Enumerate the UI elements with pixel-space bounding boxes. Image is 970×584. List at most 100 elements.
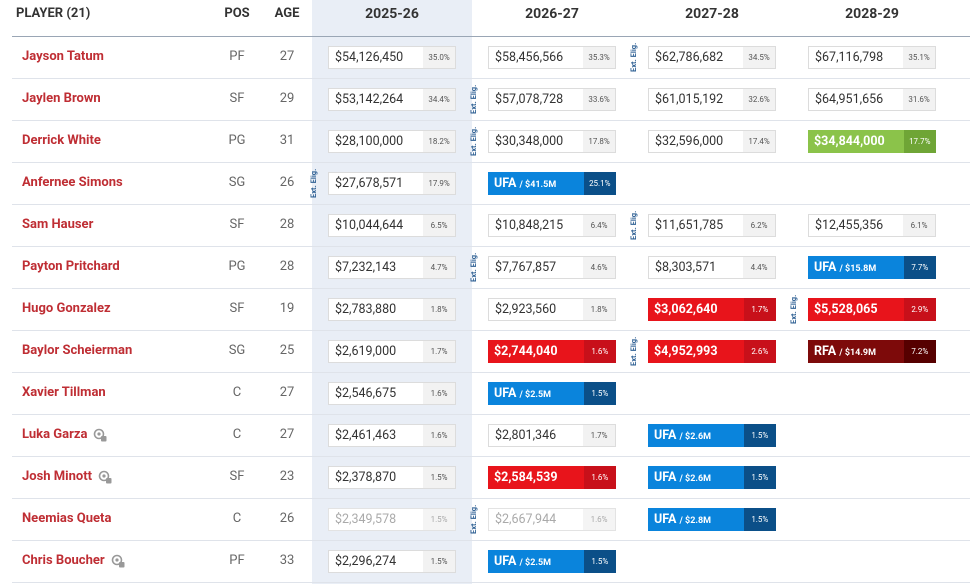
salary-amount: $28,100,000 [335, 134, 404, 149]
salary-amount: $61,015,192 [655, 92, 724, 107]
row-divider [12, 540, 970, 541]
salary-cell: $7,232,143 4.7% [328, 256, 456, 279]
player-name[interactable]: Payton Pritchard [22, 259, 120, 274]
cap-percent: 1.5% [743, 424, 776, 447]
cap-hold: / $2.6M [679, 474, 712, 484]
cap-percent: 33.6% [583, 89, 615, 110]
salary-cell: $4,952,993 2.6% [648, 340, 776, 363]
salary-amount: $8,303,571 [655, 260, 717, 275]
row-divider [12, 162, 970, 163]
player-name[interactable]: Xavier Tillman [22, 385, 106, 400]
salary-amount: $34,844,000 [808, 130, 904, 153]
extension-eligible: Ext. Elig. [469, 252, 478, 282]
free-agent-tag: UFA [654, 470, 677, 485]
salary-amount: $7,767,857 [495, 260, 557, 275]
player-name[interactable]: Chris Boucher [22, 553, 105, 568]
icon-glyph [111, 554, 125, 568]
cap-percent: 1.7% [583, 425, 615, 446]
player-name[interactable]: Jaylen Brown [22, 91, 101, 106]
row-divider [12, 204, 970, 205]
salary-amount: $5,528,065 [808, 298, 904, 321]
salary-amount: $30,348,000 [495, 134, 564, 149]
header-season: 2028-29 [845, 6, 899, 22]
player-name[interactable]: Neemias Queta [22, 511, 112, 526]
header-player: PLAYER (21) [16, 6, 91, 21]
row-divider [12, 246, 970, 247]
salary-cell: $32,596,000 17.4% [648, 130, 776, 153]
salary-cell: UFA / $2.5M 1.5% [488, 382, 616, 405]
salary-cell: UFA / $15.8M 7.7% [808, 256, 936, 279]
player-name[interactable]: Josh Minott [22, 469, 93, 484]
extension-eligible: Ext. Elig. [789, 294, 798, 324]
player-pos: SF [229, 217, 245, 232]
salary-amount: $2,744,040 [488, 340, 584, 363]
salary-cell: $53,142,264 34.4% [328, 88, 456, 111]
salary-cell: $11,651,785 6.2% [648, 214, 776, 237]
salary-amount: $2,546,675 [335, 386, 397, 401]
player-pos: SG [228, 343, 246, 358]
row-divider [12, 330, 970, 331]
salary-amount: $7,232,143 [335, 260, 397, 275]
cap-percent: 18.2% [423, 131, 455, 152]
player-name[interactable]: Derrick White [22, 133, 101, 148]
row-divider [12, 372, 970, 373]
salary-amount: $2,584,539 [488, 466, 584, 489]
salary-amount: UFA / $2.6M [648, 424, 744, 447]
salary-cell: $61,015,192 32.6% [648, 88, 776, 111]
salary-cell: $2,378,870 1.5% [328, 466, 456, 489]
extension-eligible: Ext. Elig. [629, 42, 638, 72]
salary-amount: UFA / $2.5M [488, 382, 584, 405]
player-name[interactable]: Jayson Tatum [22, 49, 104, 64]
player-name[interactable]: Luka Garza [22, 427, 88, 442]
salary-amount: $3,062,640 [648, 298, 744, 321]
free-agent-tag: UFA [654, 428, 677, 443]
salary-cell: $2,744,040 1.6% [488, 340, 616, 363]
cap-percent: 4.7% [423, 257, 455, 278]
salary-amount: $54,126,450 [335, 50, 404, 65]
free-agent-tag: UFA [494, 176, 517, 191]
player-age: 29 [279, 91, 295, 106]
salary-cell: $2,584,539 1.6% [488, 466, 616, 489]
salary-amount: $11,651,785 [655, 218, 724, 233]
salary-amount: $27,678,571 [335, 176, 404, 191]
player-icon [98, 469, 112, 484]
salary-cell: $2,296,274 1.5% [328, 550, 456, 573]
cap-percent: 1.8% [423, 299, 455, 320]
salary-cell: $2,619,000 1.7% [328, 340, 456, 363]
extension-eligible: Ext. Elig. [469, 126, 478, 156]
header-season: 2026-27 [525, 6, 579, 22]
cap-percent: 4.6% [583, 257, 615, 278]
header-pos: POS [224, 6, 250, 21]
cap-percent: 1.5% [743, 466, 776, 489]
cap-hold: / $15.8M [839, 264, 877, 274]
header-age: AGE [274, 6, 300, 21]
cap-percent: 1.6% [423, 383, 455, 404]
salary-cell: UFA / $2.6M 1.5% [648, 424, 776, 447]
player-age: 26 [279, 175, 295, 190]
salary-cell: RFA / $14.9M 7.2% [808, 340, 936, 363]
salary-amount: $2,619,000 [335, 344, 397, 359]
salary-amount: $32,596,000 [655, 134, 724, 149]
salary-amount: $2,378,870 [335, 470, 397, 485]
salary-cell: $62,786,682 34.5% [648, 46, 776, 69]
player-name[interactable]: Sam Hauser [22, 217, 94, 232]
free-agent-tag: RFA [814, 344, 837, 359]
cap-percent: 7.7% [903, 256, 936, 279]
salary-amount: $57,078,728 [495, 92, 564, 107]
free-agent-tag: UFA [654, 512, 677, 527]
cap-percent: 6.4% [583, 215, 615, 236]
salary-amount: $10,848,215 [495, 218, 564, 233]
cap-percent: 2.6% [743, 340, 776, 363]
player-name[interactable]: Anfernee Simons [22, 175, 123, 190]
salary-cell: UFA / $2.8M 1.5% [648, 508, 776, 531]
player-name[interactable]: Hugo Gonzalez [22, 301, 111, 316]
player-icon [93, 427, 107, 442]
salary-cell: $2,461,463 1.6% [328, 424, 456, 447]
salary-cell: $2,783,880 1.8% [328, 298, 456, 321]
salary-amount: UFA / $41.5M [488, 172, 584, 195]
extension-eligible: Ext. Elig. [629, 210, 638, 240]
salary-cell: $54,126,450 35.0% [328, 46, 456, 69]
player-name[interactable]: Baylor Scheierman [22, 343, 133, 358]
salary-amount: $2,801,346 [495, 428, 557, 443]
